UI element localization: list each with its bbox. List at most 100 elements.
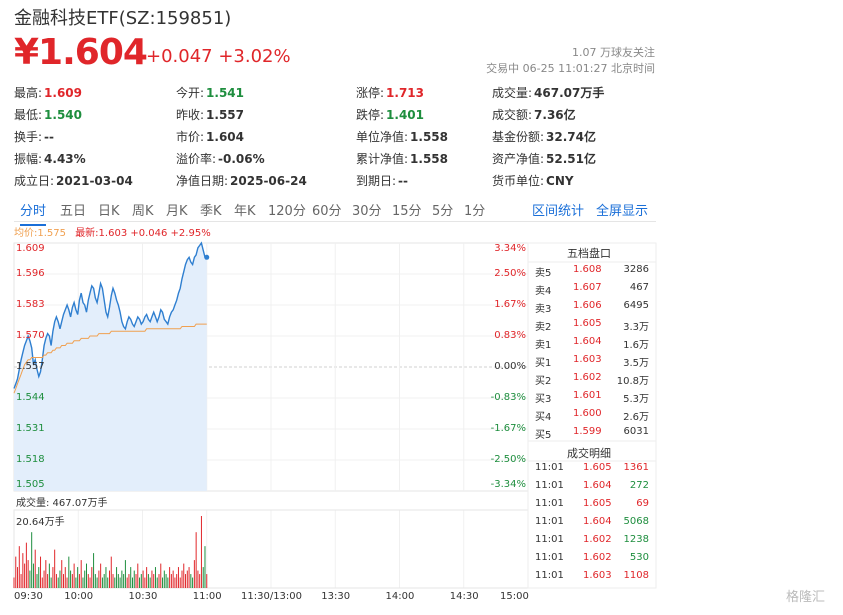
tab-8[interactable]: 60分 [312,204,342,219]
trade-volume: 272 [629,480,649,491]
avg-price-legend: 均价:1.575 [14,228,66,239]
stat-value: 1.713 [386,86,425,100]
tab-11[interactable]: 5分 [432,204,454,219]
order-book-price: 1.601 [573,390,602,401]
stat-label: 市价: [176,130,205,144]
stat-value: -- [398,174,409,188]
trade-volume: 69 [636,498,649,509]
price-axis-label: 1.518 [16,454,45,465]
trade-row: 11:01 1.603 1108 [533,567,655,585]
stat-label: 成交量: [492,86,533,100]
tab-4[interactable]: 月K [166,204,188,219]
stat-value: 2025-06-24 [230,174,307,188]
time-axis-label: 13:30 [321,591,351,602]
price-axis-label: 1.531 [16,423,45,434]
stat-item: 今开: 1.541 [176,84,244,101]
time-axis-label: 10:00 [64,591,94,602]
trade-time: 11:01 [535,570,564,581]
trade-row: 11:01 1.605 69 [533,495,655,513]
stat-item: 到期日: -- [356,172,408,189]
trade-time: 11:01 [535,480,564,491]
fullscreen-link[interactable]: 全屏显示 [596,204,649,219]
time-axis-label: 10:30 [128,591,158,602]
stat-label: 昨收: [176,108,205,122]
price-axis-label: 1.570 [16,330,45,341]
stat-value: 1.557 [206,108,245,122]
stat-label: 货币单位: [492,174,545,188]
price-axis-label: 1.544 [16,392,45,403]
tab-6[interactable]: 年K [234,204,256,219]
trade-volume: 5068 [623,516,649,527]
tab-5[interactable]: 季K [200,204,222,219]
stat-label: 最低: [14,108,43,122]
trade-time: 11:01 [535,498,564,509]
tab-0[interactable]: 分时 [20,200,47,226]
stat-item: 累计净值: 1.558 [356,150,448,167]
stat-value: 52.51亿 [546,152,597,166]
time-axis-label: 15:00 [500,591,529,602]
order-book-price: 1.606 [573,300,602,311]
trade-time: 11:01 [535,534,564,545]
stat-label: 今开: [176,86,205,100]
order-book-row: 卖3 1.606 6495 [533,297,655,315]
trade-time: 11:01 [535,462,564,473]
tab-1[interactable]: 五日 [60,204,87,219]
stat-value: 467.07万手 [534,86,605,100]
stat-item: 资产净值: 52.51亿 [492,150,596,167]
trade-volume: 1238 [623,534,649,545]
stat-value: -0.06% [218,152,265,166]
order-book-row: 买1 1.603 3.5万 [533,351,655,369]
stat-label: 基金份额: [492,130,545,144]
pct-axis-label: 0.00% [494,361,526,372]
order-book-row: 卖4 1.607 467 [533,279,655,297]
tab-10[interactable]: 15分 [392,204,422,219]
pct-axis-label: 1.67% [494,299,526,310]
stat-item: 货币单位: CNY [492,172,574,189]
tab-3[interactable]: 周K [132,204,154,219]
stat-value: 1.609 [44,86,83,100]
order-book-row: 买4 1.600 2.6万 [533,405,655,423]
stat-item: 成交量: 467.07万手 [492,84,604,101]
tab-12[interactable]: 1分 [464,204,486,219]
trade-price: 1.605 [583,498,612,509]
order-book-price: 1.599 [573,426,602,437]
order-book-price: 1.604 [573,336,602,347]
order-book-volume: 6495 [623,300,649,311]
volume-max-label: 20.64万手 [16,517,65,528]
stat-value: 1.401 [386,108,425,122]
order-book-row: 买2 1.602 10.8万 [533,369,655,387]
tab-7[interactable]: 120分 [268,204,306,219]
stat-item: 净值日期: 2025-06-24 [176,172,307,189]
stat-item: 振幅: 4.43% [14,150,86,167]
tab-9[interactable]: 30分 [352,204,382,219]
pct-axis-label: -3.34% [490,479,526,490]
stat-value: -- [44,130,55,144]
order-book-price: 1.602 [573,372,602,383]
stat-label: 溢价率: [176,152,217,166]
time-axis-label: 11:30/13:00 [241,591,303,602]
order-book-row: 卖5 1.608 3286 [533,261,655,279]
stat-value: 1.558 [410,152,449,166]
pct-axis-label: 3.34% [494,243,526,254]
stat-value: 32.74亿 [546,130,597,144]
pct-axis-label: 0.83% [494,330,526,341]
stat-item: 单位净值: 1.558 [356,128,448,145]
order-book-row: 卖1 1.604 1.6万 [533,333,655,351]
order-book-volume: 3.5万 [623,358,649,369]
order-book-row: 买3 1.601 5.3万 [533,387,655,405]
price-axis-label: 1.557 [16,361,45,372]
order-book-price: 1.600 [573,408,602,419]
stat-value: 1.540 [44,108,83,122]
trade-volume: 530 [629,552,649,563]
trade-price: 1.605 [583,462,612,473]
range-stats-link[interactable]: 区间统计 [532,204,585,219]
tab-2[interactable]: 日K [98,204,120,219]
stat-value: 2021-03-04 [56,174,133,188]
time-axis-label: 09:30 [14,591,43,602]
chart-legend: 均价:1.575 最新:1.603 +0.046 +2.95% [14,224,211,239]
trade-price: 1.603 [583,570,612,581]
trade-volume: 1108 [623,570,649,581]
stat-item: 涨停: 1.713 [356,84,424,101]
order-book-level: 卖3 [535,304,552,315]
